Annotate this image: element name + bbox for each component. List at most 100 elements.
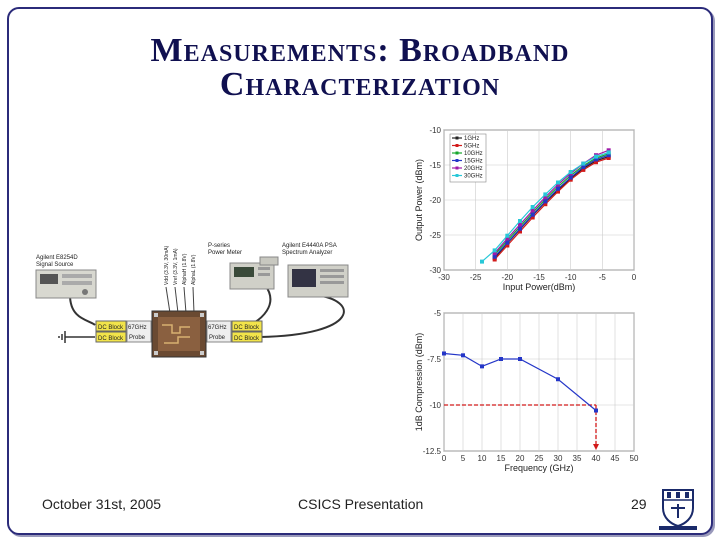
data-point — [530, 212, 535, 217]
data-point — [461, 353, 465, 358]
data-point — [530, 208, 535, 213]
spectrum-analyzer-instrument — [287, 264, 349, 298]
data-point — [568, 177, 573, 182]
data-point — [518, 226, 522, 231]
x-axis-label: Input Power(dBm) — [503, 282, 576, 292]
probe-right-word: Probe — [209, 335, 226, 341]
footer-presentation: CSICS Presentation — [298, 496, 424, 512]
annotation-arrow — [593, 444, 599, 450]
title-line-2: Characterization — [219, 66, 501, 103]
bias-label-2: Vref (3.3V, 1mA) — [173, 248, 179, 285]
y-tick-label: -10 — [429, 401, 441, 410]
y-tick-label: -12.5 — [423, 447, 442, 456]
cable-source — [69, 294, 96, 326]
legend-marker — [455, 166, 459, 170]
data-point — [492, 254, 497, 259]
data-point — [442, 351, 446, 356]
legend-marker — [455, 159, 459, 162]
dc-block-left-bottom-label: DC Block — [98, 336, 124, 342]
signal-source-instrument — [35, 269, 97, 299]
dc-block-left-bottom — [95, 331, 127, 343]
legend-marker — [455, 144, 459, 147]
data-point — [556, 182, 560, 187]
data-point — [530, 215, 535, 220]
legend-entry: 5GHz — [464, 144, 479, 150]
data-point — [505, 236, 510, 241]
legend-marker — [455, 136, 459, 140]
source-sub: Signal Source — [36, 262, 74, 268]
meter-sub: Power Meter — [208, 250, 242, 256]
x-tick-label: 45 — [611, 454, 620, 463]
data-point — [505, 233, 510, 238]
x-tick-label: -5 — [599, 273, 607, 282]
data-point — [505, 240, 510, 245]
data-point — [543, 192, 548, 197]
measurement-setup-diagram: Agilent E8254D Signal Source P-series Po… — [35, 243, 349, 358]
data-point — [499, 357, 503, 361]
probe-left-word: Probe — [129, 335, 146, 341]
source-name: Agilent E8254D — [36, 255, 78, 261]
x-tick-label: 0 — [442, 454, 447, 463]
legend-entry: 30GHz — [464, 174, 483, 180]
legend-entry: 20GHz — [464, 166, 483, 172]
university-crest-logo — [659, 489, 697, 530]
data-point — [606, 156, 611, 160]
x-tick-label: 5 — [461, 454, 466, 463]
data-point — [530, 205, 535, 209]
y-tick-label: -15 — [429, 161, 441, 170]
legend-marker — [455, 151, 459, 155]
data-point — [581, 165, 586, 170]
bias-label-4: AlphaL (1.8V) — [191, 254, 197, 285]
data-point — [594, 408, 598, 413]
probe-left — [126, 320, 152, 343]
y-tick-label: -25 — [429, 231, 441, 240]
x-tick-label: -30 — [438, 273, 450, 282]
data-point — [492, 257, 497, 262]
data-point — [518, 224, 522, 229]
series-line — [494, 154, 609, 258]
data-point — [606, 150, 611, 155]
x-tick-label: -25 — [470, 273, 482, 282]
y-tick-label: -30 — [429, 266, 441, 275]
y-axis-label: Output Power (dBm) — [414, 159, 424, 241]
meter-name: P-series — [208, 243, 230, 249]
page-number: 29 — [631, 496, 647, 512]
data-point — [556, 377, 560, 382]
dc-block-right-bottom — [231, 331, 263, 343]
series-line — [494, 153, 609, 256]
data-point — [505, 238, 510, 243]
cable-psa — [259, 294, 345, 338]
dc-block-right-top-label: DC Block — [234, 325, 260, 331]
bias-lines — [165, 286, 195, 314]
psa-name: Agilent E4440A PSA — [282, 243, 337, 249]
data-point — [543, 202, 548, 207]
data-point — [530, 210, 535, 215]
x-tick-label: -15 — [533, 273, 545, 282]
probe-left-freq: 67GHz — [128, 325, 147, 331]
cable-meter — [249, 284, 272, 326]
x-tick-label: 50 — [630, 454, 639, 463]
legend-entry: 15GHz — [464, 159, 483, 165]
data-point — [518, 222, 522, 227]
dc-block-right-top — [231, 320, 263, 332]
data-point — [594, 157, 598, 162]
data-point — [568, 175, 573, 180]
data-point — [594, 154, 598, 159]
chip-die-photo — [151, 310, 207, 358]
legend-entry: 10GHz — [464, 151, 483, 157]
dc-block-left-top-label: DC Block — [98, 325, 124, 331]
data-point — [581, 161, 586, 166]
x-tick-label: -20 — [502, 273, 514, 282]
x-tick-label: 20 — [516, 454, 525, 463]
bias-label-3: AlphaH (1.8V) — [182, 253, 188, 285]
legend-entry: 1GHz — [464, 136, 479, 142]
x-tick-label: 15 — [497, 454, 506, 463]
series-line — [494, 157, 609, 260]
data-point — [505, 243, 510, 248]
x-tick-label: 35 — [573, 454, 582, 463]
data-point — [518, 229, 522, 234]
data-point — [556, 184, 560, 189]
data-point — [518, 219, 522, 223]
legend-marker — [455, 174, 459, 177]
data-point — [568, 170, 573, 174]
